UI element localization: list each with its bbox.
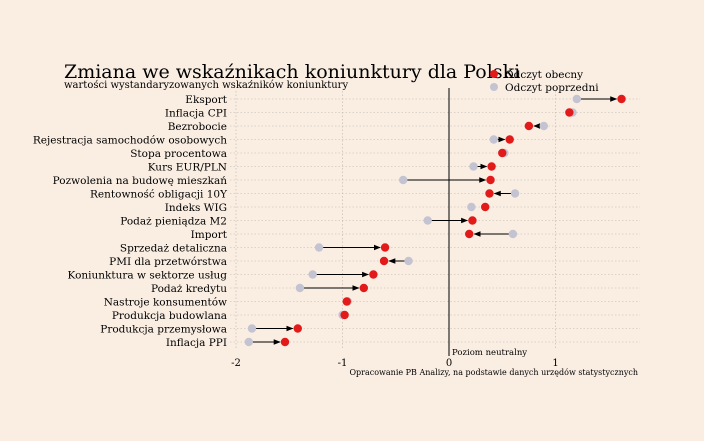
category-label: Koniunktura w sektorze usług (68, 269, 228, 281)
legend-current-label: Odczyt obecny (505, 69, 583, 81)
category-label: Inflacja PPI (166, 337, 227, 349)
category-label: Stopa procentowa (130, 148, 227, 160)
previous-point (467, 202, 476, 212)
chart-subtitle: wartości wystandaryzowanych wskaźników k… (64, 80, 348, 91)
current-point (481, 202, 490, 212)
previous-point (247, 324, 257, 333)
previous-point (295, 283, 305, 293)
current-point (465, 229, 474, 239)
previous-point (508, 229, 518, 239)
legend-previous-label: Odczyt poprzedni (505, 82, 599, 94)
category-label: Nastroje konsumentów (104, 296, 227, 308)
current-point (468, 216, 477, 225)
current-point (342, 297, 351, 306)
x-axis-ticks: -2 -1 0 1 (231, 358, 559, 369)
category-label: Indeks WIG (165, 202, 227, 214)
chart-title: Zmiana we wskaźnikach koniunktury dla Po… (64, 61, 520, 83)
current-point (359, 283, 368, 293)
category-label: Rejestracja samochodów osobowych (33, 134, 227, 146)
category-label: Produkcja budowlana (112, 310, 227, 322)
neutral-label: Poziom neutralny (452, 348, 527, 358)
category-label: Pozwolenia na budowę mieszkań (53, 175, 228, 187)
current-point (498, 148, 507, 158)
current-point (486, 175, 495, 185)
category-label: Podaż kredytu (151, 283, 227, 295)
category-label: Rentowność obligacji 10Y (90, 187, 228, 200)
legend-current-marker (490, 70, 498, 78)
category-label: Kurs EUR/PLN (148, 161, 227, 173)
current-point (524, 121, 534, 131)
gridlines (230, 91, 640, 348)
previous-point (572, 94, 581, 104)
previous-point (510, 189, 520, 198)
current-point (293, 324, 302, 333)
current-point (280, 337, 290, 347)
category-label: Import (191, 229, 228, 241)
category-label: Podaż pieniądza M2 (120, 215, 227, 227)
current-point (380, 243, 390, 252)
category-label: PMI dla przetwórstwa (109, 256, 227, 268)
current-point (485, 189, 494, 198)
previous-point (539, 121, 548, 131)
current-point (565, 108, 574, 117)
category-label: Eksport (185, 94, 227, 106)
previous-point (244, 337, 253, 347)
previous-point (489, 135, 498, 144)
category-label: Bezrobocie (168, 121, 227, 133)
current-point (617, 94, 626, 104)
previous-point (404, 256, 413, 266)
legend: Odczyt obecny Odczyt poprzedni (490, 69, 599, 94)
category-label: Produkcja przemysłowa (100, 323, 227, 335)
previous-point (314, 243, 324, 252)
source-note: Opracowanie PB Analizy, na podstawie dan… (349, 368, 638, 377)
previous-point (308, 270, 317, 279)
x-tick-label: 0 (446, 358, 452, 369)
current-point (340, 310, 349, 320)
x-tick-label: -2 (231, 358, 241, 369)
x-tick-label: 1 (552, 358, 558, 369)
previous-point (469, 162, 478, 171)
data-points (244, 94, 626, 347)
current-point (505, 135, 514, 144)
x-tick-label: -1 (338, 358, 348, 369)
category-label: Sprzedaż detaliczna (120, 242, 227, 254)
current-point (369, 270, 378, 279)
category-label: Inflacja CPI (165, 107, 227, 119)
previous-point (399, 175, 408, 185)
current-point (379, 256, 389, 266)
legend-previous-marker (490, 83, 498, 91)
previous-point (423, 216, 432, 225)
change-arrows (251, 96, 618, 345)
current-point (487, 162, 496, 171)
